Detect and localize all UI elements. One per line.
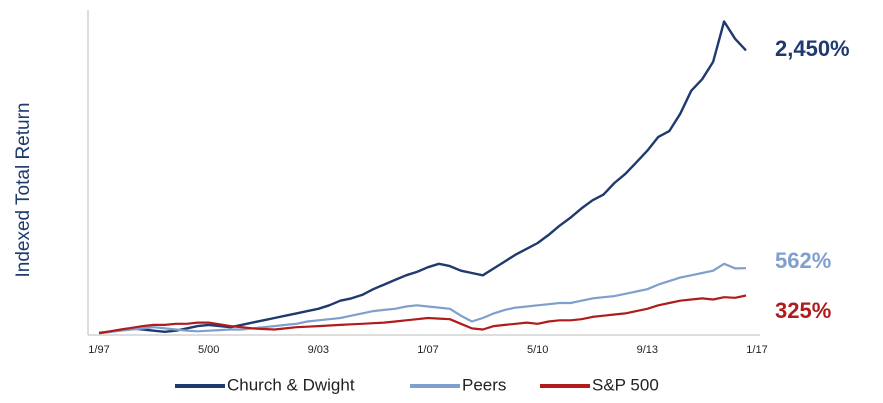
legend-label: S&P 500 bbox=[592, 375, 659, 394]
x-tick-label: 1/17 bbox=[746, 344, 767, 356]
x-tick-label: 5/00 bbox=[198, 344, 219, 356]
legend-label: Church & Dwight bbox=[227, 375, 355, 394]
legend-label: Peers bbox=[462, 375, 506, 394]
series-line bbox=[98, 294, 747, 335]
x-tick-label: 1/97 bbox=[88, 344, 109, 356]
end-label: 562% bbox=[775, 248, 831, 273]
end-label: 2,450% bbox=[775, 36, 850, 61]
x-tick-label: 9/03 bbox=[308, 344, 329, 356]
series-line bbox=[98, 20, 747, 335]
x-tick-label: 1/07 bbox=[417, 344, 438, 356]
y-axis-label: Indexed Total Return bbox=[13, 103, 34, 278]
x-tick-label: 9/13 bbox=[637, 344, 658, 356]
x-tick-label: 5/10 bbox=[527, 344, 548, 356]
end-label: 325% bbox=[775, 298, 831, 323]
series-line bbox=[98, 262, 747, 335]
